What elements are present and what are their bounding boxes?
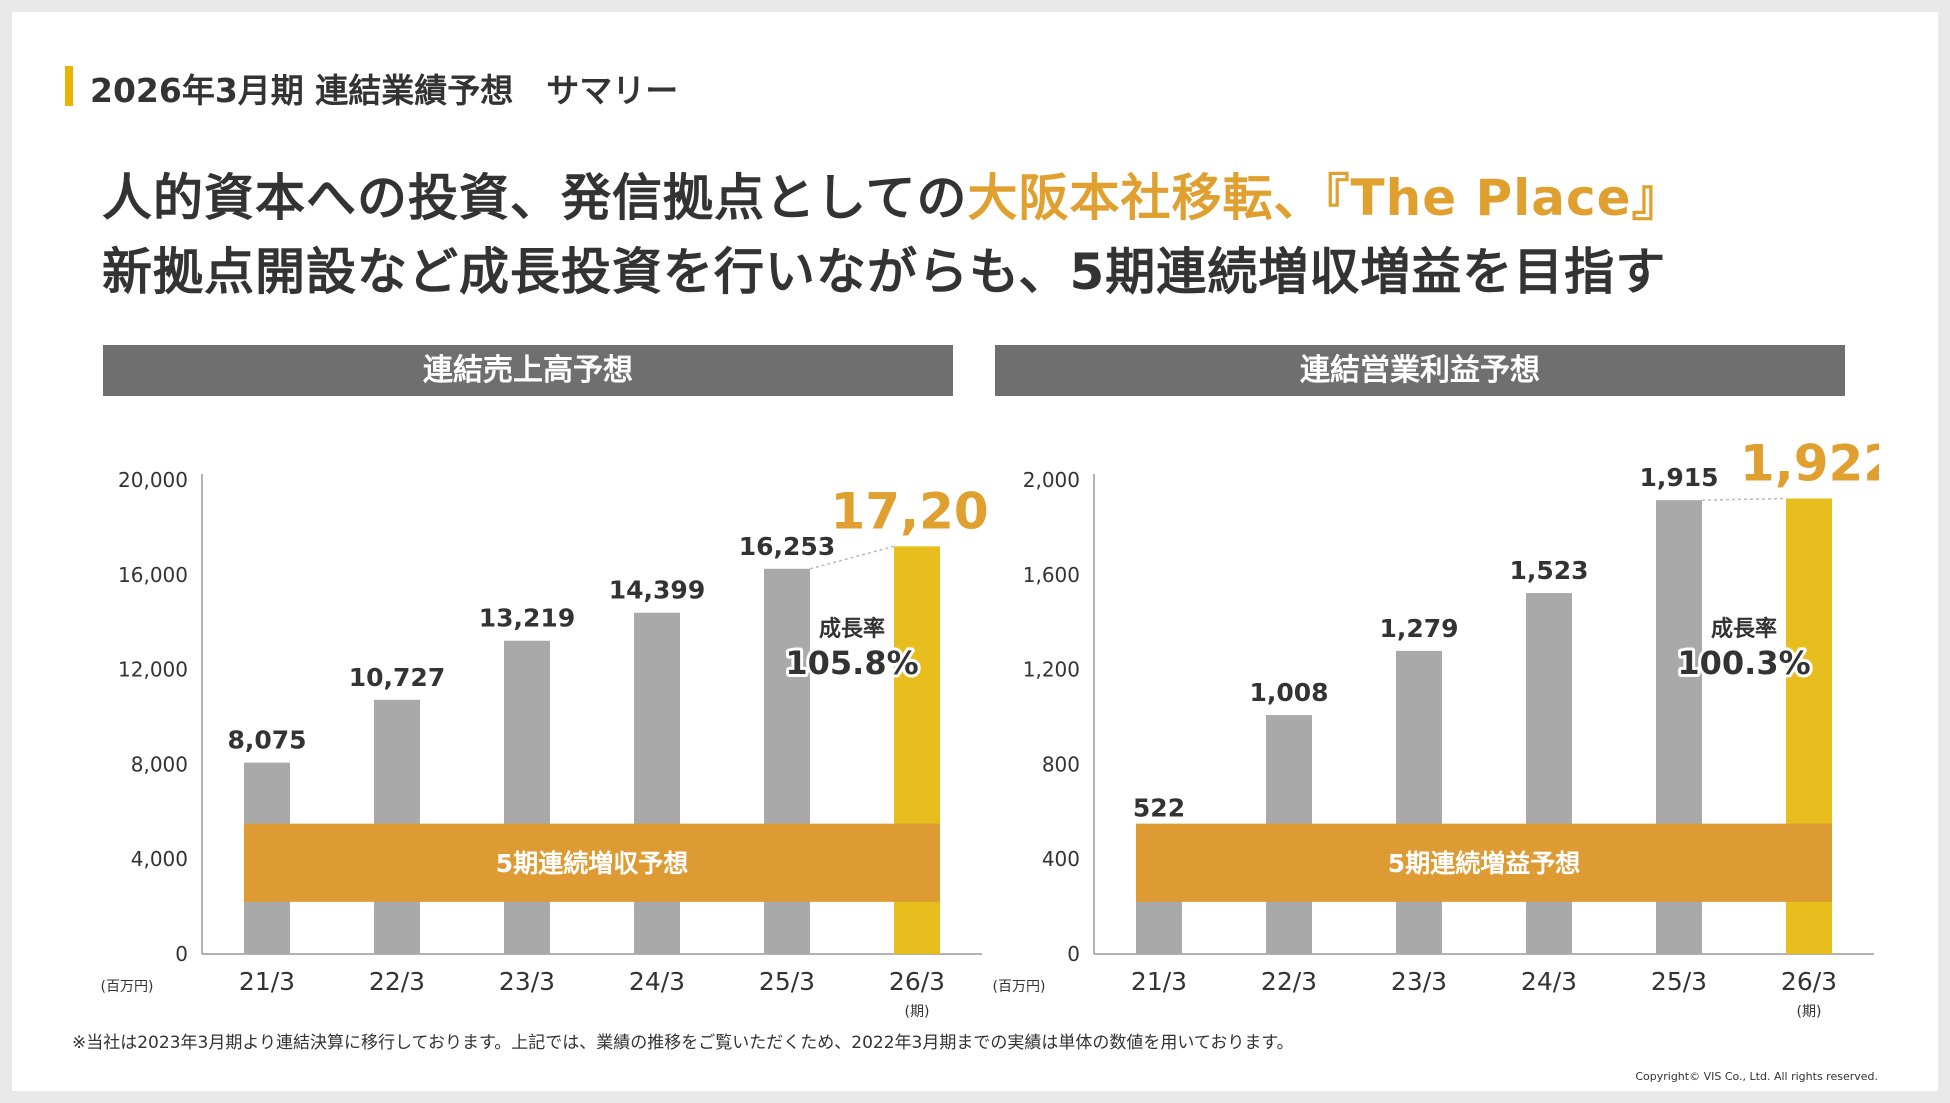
bar	[634, 612, 680, 954]
value-label: 1,008	[1249, 678, 1328, 707]
section-title: 2026年3月期 連結業績予想 サマリー	[90, 71, 679, 110]
y-tick-label: 2,000	[1023, 468, 1080, 492]
value-label: 1,915	[1639, 463, 1718, 492]
x-tick-label: 23/3	[1391, 967, 1447, 996]
x-tick-label: 26/3	[1781, 967, 1837, 996]
profit-chart-header: 連結営業利益予想	[995, 345, 1845, 396]
y-tick-label: 16,000	[118, 563, 188, 587]
value-label: 8,075	[227, 726, 306, 755]
x-unit-label: (期)	[1797, 1004, 1822, 1020]
trend-band-label: 5期連続増収予想	[496, 849, 688, 878]
profit-chart-svg: 0 400 800 1,200 1,600 2,000 (百万円) 5期連続増益予想 522 1,…	[993, 434, 1879, 1020]
growth-rate-label: 成長率	[1711, 616, 1777, 642]
x-tick-label: 21/3	[1131, 967, 1187, 996]
value-label: 10,727	[349, 663, 445, 692]
value-label: 522	[1133, 793, 1185, 822]
y-unit-label: (百万円)	[101, 979, 154, 995]
x-tick-label: 22/3	[1261, 967, 1317, 996]
bar	[504, 640, 550, 954]
y-tick-label: 400	[1042, 847, 1080, 871]
y-tick-label: 12,000	[118, 658, 188, 682]
y-tick-label: 1,600	[1023, 563, 1080, 587]
slide: 2026年3月期 連結業績予想 サマリー 人的資本への投資、発信拠点としての大阪…	[12, 12, 1938, 1091]
y-unit-label: (百万円)	[993, 979, 1046, 995]
y-tick-label: 20,000	[118, 468, 188, 492]
y-tick-label: 800	[1042, 752, 1080, 776]
x-unit-label: (期)	[905, 1004, 930, 1020]
growth-rate-label: 成長率	[819, 616, 885, 642]
footnote: ※当社は2023年3月期より連結決算に移行しております。上記では、業績の推移をご…	[72, 1033, 1294, 1053]
forecast-value-label: 1,922	[1740, 434, 1879, 492]
x-tick-label: 21/3	[239, 967, 295, 996]
value-label: 1,279	[1379, 614, 1458, 643]
headline-highlight: 大阪本社移転、『The Place』	[967, 169, 1683, 227]
value-label: 1,523	[1509, 556, 1588, 585]
trend-band-label: 5期連続増益予想	[1388, 849, 1580, 878]
y-tick-label: 0	[175, 942, 188, 966]
y-tick-label: 1,200	[1023, 658, 1080, 682]
value-label: 13,219	[479, 604, 575, 633]
bar	[1396, 650, 1442, 954]
x-tick-label: 23/3	[499, 967, 555, 996]
y-tick-label: 8,000	[131, 752, 188, 776]
copyright: Copyright© VIS Co., Ltd. All rights rese…	[1635, 1070, 1878, 1083]
headline-line-2: 新拠点開設など成長投資を行いながらも、5期連続増収増益を目指す	[102, 243, 1667, 301]
y-tick-label: 4,000	[131, 847, 188, 871]
x-tick-label: 25/3	[1651, 967, 1707, 996]
y-tick-label: 0	[1067, 942, 1080, 966]
profit-chart: 0 400 800 1,200 1,600 2,000 (百万円) 5期連続増益予想 522 1,…	[979, 432, 1879, 1032]
trend-band	[1136, 823, 1832, 902]
x-tick-label: 24/3	[629, 967, 685, 996]
x-tick-label: 26/3	[889, 967, 945, 996]
forecast-value-label: 17,200	[831, 482, 987, 540]
x-tick-label: 22/3	[369, 967, 425, 996]
sales-chart-header: 連結売上高予想	[103, 345, 953, 396]
sales-chart: 0 4,000 8,000 12,000 16,000 20,000 (百万円) 5期連続増収…	[87, 432, 987, 1032]
growth-connector	[1701, 497, 1787, 501]
x-tick-label: 24/3	[1521, 967, 1577, 996]
growth-rate-value: 105.8%	[785, 644, 918, 682]
x-tick-label: 25/3	[759, 967, 815, 996]
section-accent-bar	[65, 66, 73, 106]
headline-line-1: 人的資本への投資、発信拠点としての大阪本社移転、『The Place』	[102, 158, 1683, 230]
headline-text: 人的資本への投資、発信拠点としての	[102, 169, 968, 227]
value-label: 16,253	[739, 532, 835, 561]
growth-connector	[809, 545, 895, 570]
trend-band	[244, 823, 940, 902]
sales-chart-svg: 0 4,000 8,000 12,000 16,000 20,000 (百万円) 5期連続増収…	[101, 468, 987, 1020]
value-label: 14,399	[609, 576, 705, 605]
growth-rate-value: 100.3%	[1677, 644, 1810, 682]
